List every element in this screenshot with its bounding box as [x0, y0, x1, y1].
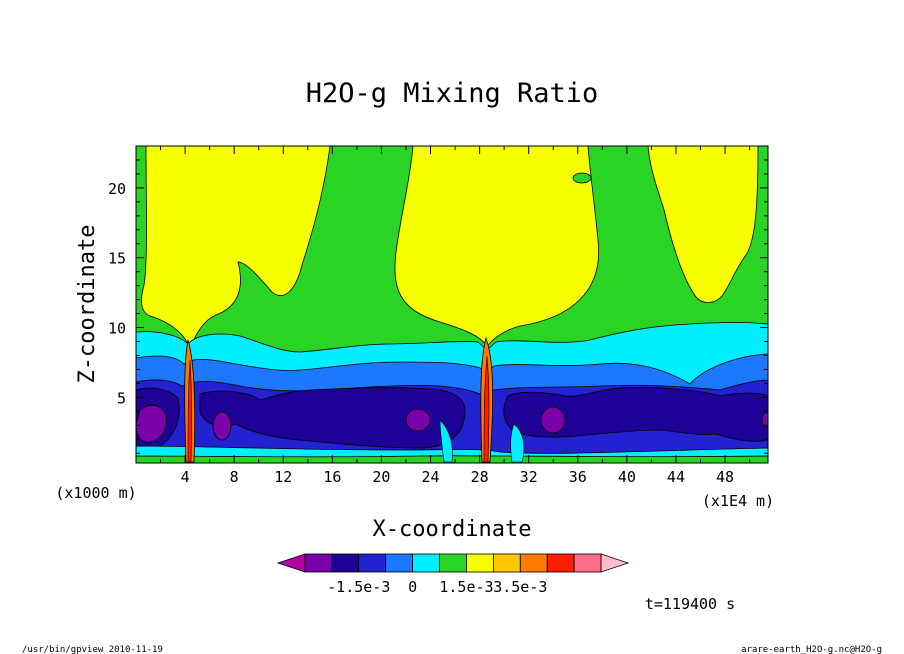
x-scale-label: (x1E4 m): [702, 492, 774, 510]
x-tick-label: 12: [274, 468, 292, 486]
footer-right: arare-earth_H2O-g.nc@H2O-g: [741, 645, 882, 654]
colorbar-arrow-high: [600, 553, 630, 573]
y-tick-label: 5: [117, 389, 126, 407]
x-tick-label: 4: [181, 468, 190, 486]
x-axis-label: X-coordinate: [373, 517, 532, 542]
y-tick-label: 20: [108, 180, 126, 198]
colorbar-labels: -1.5e-3 0 1.5e-3 3.5e-3: [327, 578, 547, 596]
colorbar: [276, 553, 630, 573]
contour-band-yellow-left: [141, 146, 331, 352]
time-annotation: t=119400 s: [645, 595, 735, 613]
x-tick-label: 24: [421, 468, 439, 486]
x-tick-label: 32: [520, 468, 538, 486]
plot-frame: [135, 145, 769, 464]
footer-left: /usr/bin/gpview 2010-11-19: [22, 645, 163, 654]
y-tick-label: 10: [108, 320, 126, 338]
colorbar-swatch: [492, 553, 521, 573]
colorbar-swatch: [331, 553, 360, 573]
y-axis-label: Z-coordinate: [75, 225, 100, 384]
contour-band-yellow-right: [647, 146, 759, 303]
contour-plot: [136, 146, 768, 463]
colorbar-swatch: [573, 553, 602, 573]
colorbar-label: 3.5e-3: [493, 578, 547, 596]
x-axis-ticks: 4 8 12 16 20 24 28 32 36 40 44 48: [160, 146, 751, 486]
colorbar-swatch: [304, 553, 333, 573]
contour-band-navy-a: [199, 387, 466, 449]
colorbar-swatch: [412, 553, 440, 573]
colorbar-swatch: [546, 553, 575, 573]
x-tick-label: 36: [569, 468, 587, 486]
colorbar-swatch: [439, 553, 467, 573]
x-tick-label: 8: [230, 468, 239, 486]
y-tick-label: 15: [108, 250, 126, 268]
colorbar-swatch: [466, 553, 494, 573]
colorbar-label: -1.5e-3: [327, 578, 390, 596]
colorbar-arrow-low: [276, 553, 306, 573]
colorbar-swatch: [519, 553, 548, 573]
colorbar-swatch: [385, 553, 414, 573]
colorbar-label: 0: [408, 578, 417, 596]
x-tick-label: 28: [471, 468, 489, 486]
x-tick-label: 40: [618, 468, 636, 486]
x-tick-label: 16: [323, 468, 341, 486]
y-scale-label: (x1000 m): [55, 484, 136, 502]
colorbar-swatch: [358, 553, 387, 573]
x-tick-label: 48: [716, 468, 734, 486]
y-axis-ticks: 5 10 15 20: [108, 159, 768, 454]
x-tick-label: 20: [372, 468, 390, 486]
contour-band-navy-b: [503, 387, 768, 442]
contour-band-purple: [136, 404, 167, 443]
colorbar-label: 1.5e-3: [439, 578, 493, 596]
chart-title: H2O-g Mixing Ratio: [306, 78, 599, 109]
x-tick-label: 44: [667, 468, 685, 486]
